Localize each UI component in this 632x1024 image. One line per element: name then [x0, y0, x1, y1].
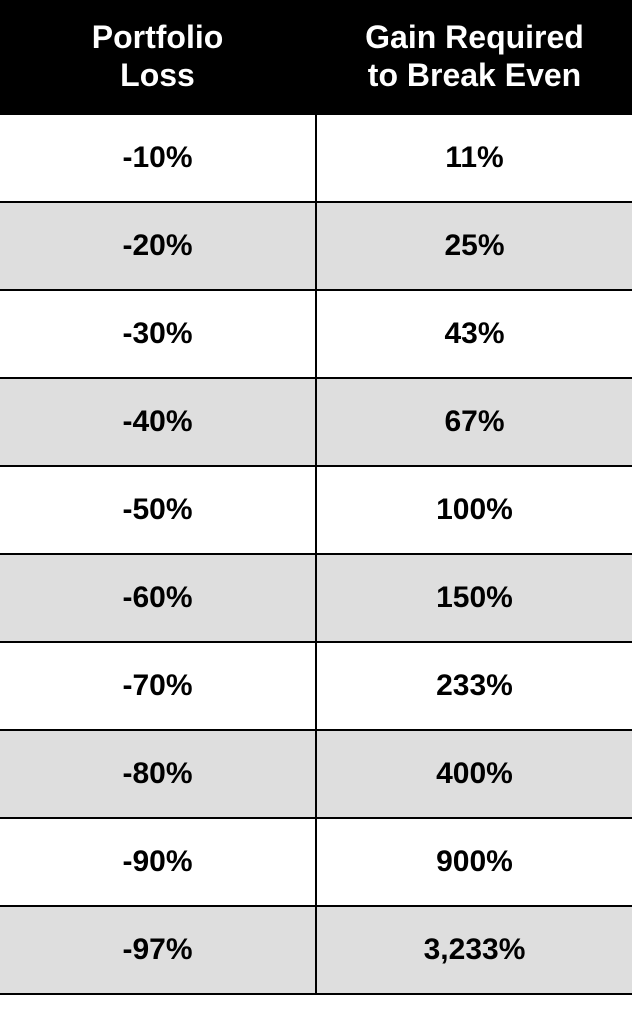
cell-loss: -20% — [0, 202, 316, 290]
table-row: -60% 150% — [0, 554, 632, 642]
table-row: -50% 100% — [0, 466, 632, 554]
cell-gain: 25% — [316, 202, 632, 290]
table-row: -80% 400% — [0, 730, 632, 818]
cell-gain: 67% — [316, 378, 632, 466]
cell-loss: -50% — [0, 466, 316, 554]
col-header-gain-line2: to Break Even — [368, 57, 581, 93]
cell-loss: -40% — [0, 378, 316, 466]
cell-loss: -10% — [0, 115, 316, 202]
cell-gain: 3,233% — [316, 906, 632, 994]
table-row: -40% 67% — [0, 378, 632, 466]
col-header-loss: Portfolio Loss — [0, 0, 316, 115]
col-header-gain-line1: Gain Required — [365, 19, 584, 55]
cell-loss: -60% — [0, 554, 316, 642]
cell-loss: -97% — [0, 906, 316, 994]
cell-loss: -70% — [0, 642, 316, 730]
col-header-loss-line2: Loss — [120, 57, 195, 93]
breakeven-table: Portfolio Loss Gain Required to Break Ev… — [0, 0, 632, 995]
cell-gain: 150% — [316, 554, 632, 642]
cell-gain: 900% — [316, 818, 632, 906]
table-row: -90% 900% — [0, 818, 632, 906]
cell-loss: -80% — [0, 730, 316, 818]
table-row: -30% 43% — [0, 290, 632, 378]
col-header-gain: Gain Required to Break Even — [316, 0, 632, 115]
table-row: -10% 11% — [0, 115, 632, 202]
table-row: -97% 3,233% — [0, 906, 632, 994]
cell-gain: 11% — [316, 115, 632, 202]
cell-gain: 100% — [316, 466, 632, 554]
cell-gain: 233% — [316, 642, 632, 730]
col-header-loss-line1: Portfolio — [92, 19, 224, 55]
cell-gain: 400% — [316, 730, 632, 818]
table-header-row: Portfolio Loss Gain Required to Break Ev… — [0, 0, 632, 115]
cell-loss: -30% — [0, 290, 316, 378]
table-row: -70% 233% — [0, 642, 632, 730]
cell-loss: -90% — [0, 818, 316, 906]
table-row: -20% 25% — [0, 202, 632, 290]
cell-gain: 43% — [316, 290, 632, 378]
